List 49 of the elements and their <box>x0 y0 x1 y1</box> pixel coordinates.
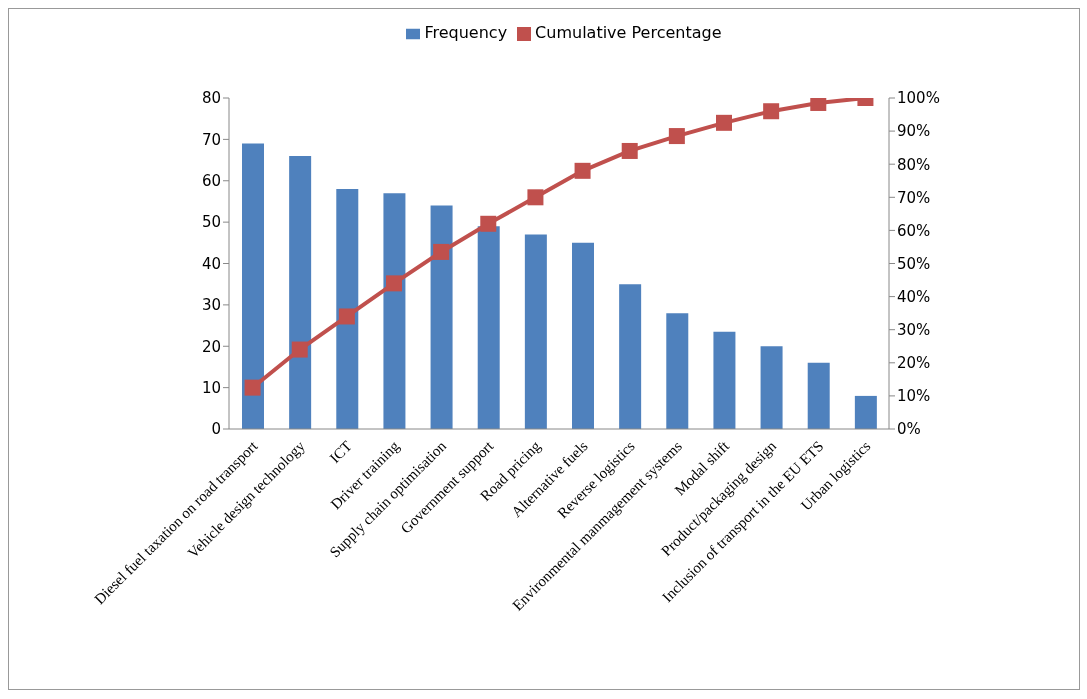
bar <box>242 143 264 429</box>
point <box>244 379 261 396</box>
point <box>716 114 732 131</box>
bar <box>524 234 547 429</box>
y2-tick-label: 100% <box>897 89 940 108</box>
y-tick-label: 80 <box>201 89 221 108</box>
y-tick-label: 60 <box>201 172 221 191</box>
point <box>574 162 591 179</box>
bar <box>477 226 500 429</box>
bar <box>807 362 830 429</box>
bar <box>713 331 736 429</box>
y2-tick-label: 30% <box>897 321 931 340</box>
point <box>338 308 355 325</box>
legend-label: Frequency <box>424 23 508 42</box>
bar <box>572 242 594 429</box>
y-tick-label: 40 <box>201 254 221 273</box>
legend-label: Cumulative Percentage <box>535 23 722 42</box>
point <box>433 243 450 260</box>
bar <box>336 189 359 429</box>
x-tick-label: ICT <box>326 437 355 467</box>
y2-tick-label: 50% <box>897 254 931 273</box>
point <box>621 142 638 159</box>
bar <box>383 193 406 429</box>
y-tick-label: 20 <box>201 337 221 356</box>
point <box>527 189 544 206</box>
bar <box>430 205 453 429</box>
y2-tick-label: 10% <box>897 387 931 406</box>
y2-tick-label: 90% <box>897 122 931 141</box>
y-tick-label: 10 <box>201 378 221 397</box>
y-tick-label: 50 <box>201 213 221 232</box>
bar <box>619 284 642 429</box>
y-tick-label: 70 <box>201 130 221 149</box>
bar <box>289 155 312 429</box>
y2-tick-label: 60% <box>897 221 931 240</box>
y2-tick-label: 80% <box>897 155 931 174</box>
y-tick-label: 30 <box>201 296 221 315</box>
y-tick-label: 0 <box>211 420 221 439</box>
bar <box>666 313 689 429</box>
point <box>291 341 308 358</box>
point <box>763 103 780 120</box>
y2-tick-label: 20% <box>897 354 931 373</box>
point <box>480 215 497 232</box>
point <box>386 275 402 292</box>
y2-tick-label: 0% <box>897 420 921 439</box>
y2-tick-label: 40% <box>897 287 931 306</box>
point <box>668 128 685 145</box>
y2-tick-label: 70% <box>897 188 931 207</box>
bar <box>854 395 877 429</box>
bar <box>760 346 783 429</box>
